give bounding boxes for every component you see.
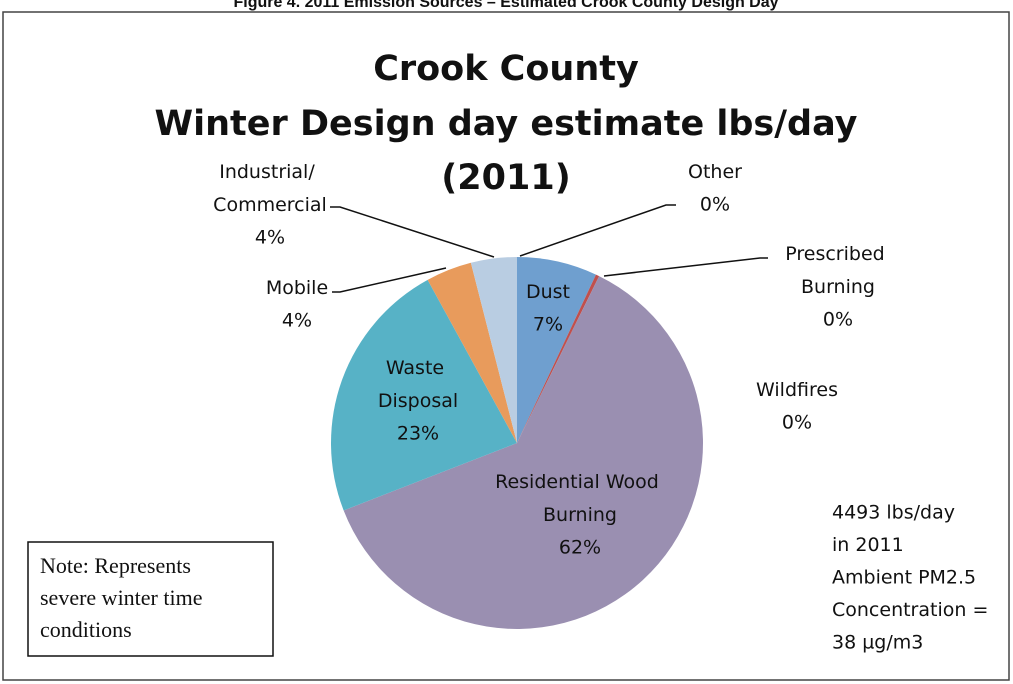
note-box — [27, 541, 274, 657]
annotation-text: Concentration = — [832, 599, 988, 621]
slice-label: Residential Wood Burning — [495, 471, 665, 526]
note-text: conditions — [40, 617, 132, 642]
slice-label: Industrial/ Commercial — [213, 161, 327, 216]
pie-slice — [517, 274, 600, 443]
slice-label: Other — [688, 161, 742, 183]
leader-line — [330, 206, 495, 258]
page-header: Figure 4. 2011 Emission Sources – Estima… — [233, 0, 778, 11]
slice-value-label: 7% — [533, 314, 563, 336]
pie-slice — [343, 276, 703, 630]
pie-slice — [517, 257, 596, 443]
chart-border — [2, 11, 1010, 681]
slice-label: Dust — [526, 281, 570, 303]
leader-line — [603, 257, 768, 277]
pie-slice — [331, 279, 517, 511]
slice-value-label: 0% — [823, 309, 853, 331]
note-text: Note: Represents — [40, 553, 191, 578]
slice-value-label: 4% — [255, 227, 285, 249]
chart-title: (2011) — [441, 158, 570, 198]
slice-label: Waste Disposal — [378, 357, 458, 412]
slice-label: Wildfires — [756, 379, 838, 401]
slice-value-label: 23% — [397, 423, 439, 445]
annotation-text: Ambient PM2.5 — [832, 567, 976, 589]
slice-value-label: 4% — [282, 310, 312, 332]
note-text: severe winter time — [40, 585, 203, 610]
leader-line — [519, 204, 676, 257]
slice-label: Prescribed Burning — [785, 243, 891, 298]
annotation-text: 38 µg/m3 — [832, 632, 923, 654]
leader-line — [332, 267, 447, 293]
slice-label: Mobile — [266, 277, 328, 299]
annotation-text: 4493 lbs/day — [832, 502, 955, 524]
pie-slice — [470, 257, 517, 443]
slice-value-label: 0% — [782, 412, 812, 434]
annotation-text: in 2011 — [832, 534, 904, 556]
slice-value-label: 0% — [700, 194, 730, 216]
slice-value-label: 62% — [559, 537, 601, 559]
pie-slice — [427, 262, 517, 443]
chart-title: Winter Design day estimate lbs/day — [155, 104, 858, 144]
chart-title: Crook County — [373, 49, 639, 89]
